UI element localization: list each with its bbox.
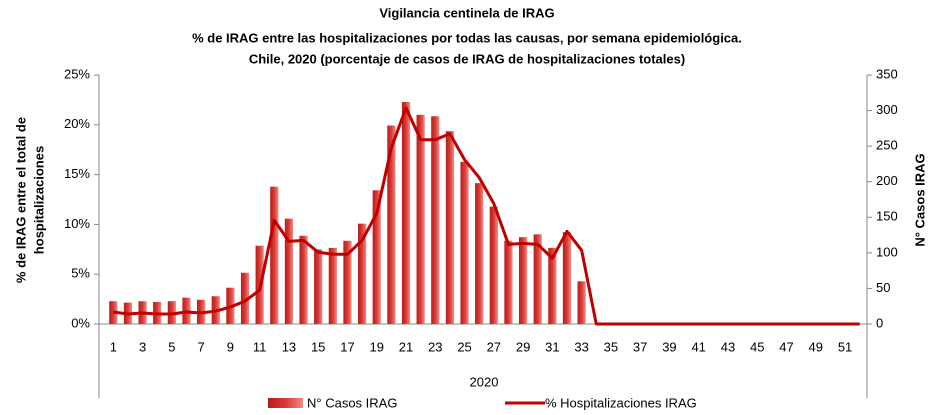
chart-title: Vigilancia centinela de IRAG (379, 5, 554, 20)
bar (372, 190, 381, 324)
x-tick-label: 41 (691, 339, 705, 354)
x-tick-label: 5 (168, 339, 175, 354)
x-tick-label: 27 (487, 339, 501, 354)
bar (577, 281, 586, 324)
x-tick-label: 47 (779, 339, 793, 354)
y-tick-label: 0% (71, 315, 90, 330)
y2-tick-label: 0 (876, 315, 883, 330)
x-tick-label: 9 (227, 339, 234, 354)
x-tick-label: 35 (604, 339, 618, 354)
legend-label: N° Casos IRAG (307, 395, 397, 410)
y2-axis-title: N° Casos IRAG (912, 153, 927, 246)
x-tick-label: 29 (516, 339, 530, 354)
bar (416, 114, 425, 324)
x-tick-label: 19 (370, 339, 384, 354)
y2-tick-label: 150 (876, 209, 898, 224)
y-axis-title: hospitalizaciones (31, 146, 46, 254)
x-tick-label: 33 (574, 339, 588, 354)
bar (401, 102, 411, 324)
bar (533, 234, 542, 324)
y-tick-label: 20% (64, 116, 90, 131)
bar (445, 131, 455, 324)
x-tick-label: 3 (139, 339, 146, 354)
x-tick-label: 13 (282, 339, 296, 354)
x-tick-label: 43 (721, 339, 735, 354)
x-tick-label: 51 (838, 339, 852, 354)
bar (460, 161, 469, 324)
x-tick-label: 31 (545, 339, 559, 354)
bar (314, 249, 323, 324)
y-tick-label: 10% (64, 216, 90, 231)
x-tick-label: 17 (340, 339, 354, 354)
y-tick-label: 25% (64, 66, 90, 81)
y-tick-label: 5% (71, 266, 90, 281)
x-tick-label: 37 (633, 339, 647, 354)
x-tick-label: 39 (662, 339, 676, 354)
y2-tick-label: 200 (876, 173, 898, 188)
bar (548, 247, 557, 324)
legend-label: % Hospitalizaciones IRAG (545, 395, 697, 410)
y2-tick-label: 100 (876, 244, 898, 259)
x-tick-label: 25 (457, 339, 471, 354)
bar (299, 235, 308, 324)
line (113, 106, 860, 326)
bar (489, 206, 498, 324)
chart-subtitle: % de IRAG entre las hospitalizaciones po… (192, 30, 742, 45)
bar (387, 125, 396, 324)
bar (475, 183, 484, 324)
y2-tick-label: 50 (876, 280, 890, 295)
x-tick-label: 15 (311, 339, 325, 354)
y2-tick-label: 250 (876, 138, 898, 153)
bar (358, 223, 367, 324)
x-tick-label: 11 (253, 339, 267, 354)
bar (343, 240, 352, 324)
x-tick-label: 21 (399, 339, 413, 354)
x-tick-label: 1 (110, 339, 117, 354)
bar (270, 186, 279, 324)
y2-tick-label: 350 (876, 66, 898, 81)
y-tick-label: 15% (64, 166, 90, 181)
bar (518, 237, 528, 324)
bar (284, 218, 294, 324)
x-axis-title: 2020 (470, 374, 499, 389)
y2-tick-label: 300 (876, 102, 898, 117)
bar (431, 116, 440, 325)
chart-subtitle: Chile, 2020 (porcentaje de casos de IRAG… (249, 51, 685, 66)
x-tick-label: 45 (750, 339, 764, 354)
bar (504, 240, 513, 324)
bar (562, 232, 572, 324)
bar (240, 272, 250, 324)
x-tick-label: 7 (198, 339, 205, 354)
bar (328, 247, 337, 324)
x-tick-label: 49 (809, 339, 823, 354)
x-tick-label: 23 (428, 339, 442, 354)
y-axis-title: % de IRAG entre el total de (13, 117, 28, 283)
legend-swatch (268, 398, 303, 408)
